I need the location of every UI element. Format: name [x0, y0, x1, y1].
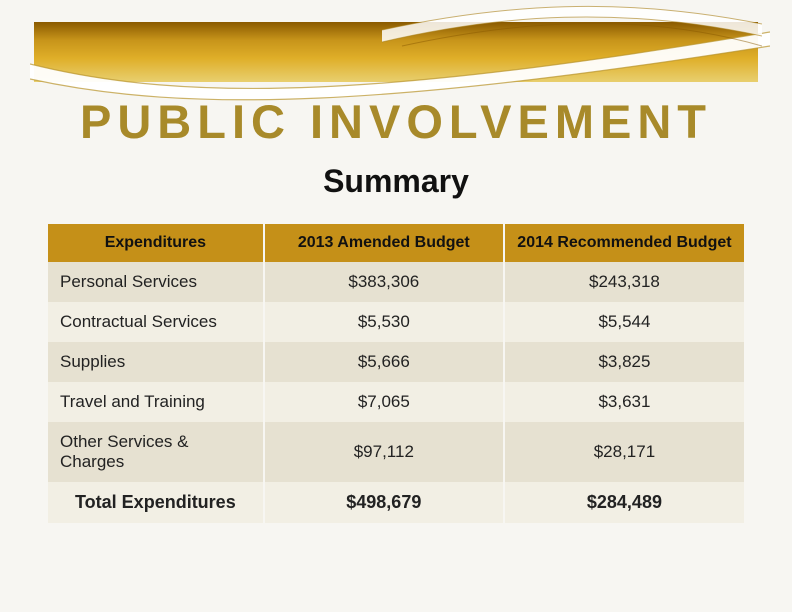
expenditures-table: Expenditures 2013 Amended Budget 2014 Re…: [48, 224, 744, 523]
expenditures-table-container: Expenditures 2013 Amended Budget 2014 Re…: [48, 224, 744, 523]
row-value-2014: $28,171: [504, 422, 744, 482]
row-value-2013: $7,065: [264, 382, 504, 422]
col-header-expenditures: Expenditures: [48, 224, 264, 262]
row-label: Contractual Services: [48, 302, 264, 342]
total-2014: $284,489: [504, 482, 744, 523]
table-total-row: Total Expenditures $498,679 $284,489: [48, 482, 744, 523]
table-row: Travel and Training $7,065 $3,631: [48, 382, 744, 422]
row-label: Travel and Training: [48, 382, 264, 422]
row-value-2014: $3,631: [504, 382, 744, 422]
col-header-2013: 2013 Amended Budget: [264, 224, 504, 262]
total-2013: $498,679: [264, 482, 504, 523]
table-row: Other Services & Charges $97,112 $28,171: [48, 422, 744, 482]
total-label: Total Expenditures: [48, 482, 264, 523]
row-value-2014: $3,825: [504, 342, 744, 382]
page-subtitle: Summary: [0, 163, 792, 200]
slide: PUBLIC INVOLVEMENT Summary Expenditures …: [0, 0, 792, 612]
table-row: Supplies $5,666 $3,825: [48, 342, 744, 382]
row-value-2013: $5,666: [264, 342, 504, 382]
header-banner: [34, 22, 758, 82]
row-label: Supplies: [48, 342, 264, 382]
col-header-2014: 2014 Recommended Budget: [504, 224, 744, 262]
row-value-2013: $97,112: [264, 422, 504, 482]
row-label: Personal Services: [48, 262, 264, 302]
row-value-2014: $243,318: [504, 262, 744, 302]
page-title: PUBLIC INVOLVEMENT: [0, 94, 792, 149]
row-label: Other Services & Charges: [48, 422, 264, 482]
table-row: Contractual Services $5,530 $5,544: [48, 302, 744, 342]
row-value-2014: $5,544: [504, 302, 744, 342]
row-value-2013: $383,306: [264, 262, 504, 302]
table-row: Personal Services $383,306 $243,318: [48, 262, 744, 302]
row-value-2013: $5,530: [264, 302, 504, 342]
table-header-row: Expenditures 2013 Amended Budget 2014 Re…: [48, 224, 744, 262]
